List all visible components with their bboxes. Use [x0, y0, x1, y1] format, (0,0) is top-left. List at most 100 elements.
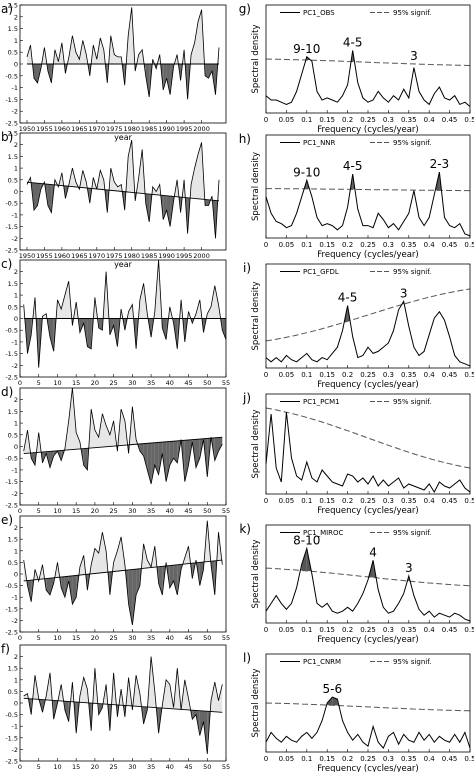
y-tick-label: -0.5 [5, 711, 18, 719]
x-tick-label: 35 [147, 379, 155, 387]
anomaly-fill [143, 443, 148, 470]
x-tick-label: 1975 [106, 125, 123, 133]
x-tick-label: 35 [147, 634, 155, 642]
x-tick-label: 2000 [193, 252, 210, 260]
y-tick-label: -1.5 [5, 734, 18, 742]
x-tick-label: 0.15 [319, 497, 335, 505]
x-tick-label: 1990 [158, 125, 175, 133]
legend-entry: PC1_OBS [303, 9, 335, 17]
x-tick-label: 0.15 [319, 116, 335, 124]
x-tick-label: 0.2 [342, 755, 353, 763]
legend-entry: PC1_NNR [303, 139, 336, 147]
x-tick-label: 35 [147, 763, 155, 771]
y-tick-label: -2.5 [5, 120, 18, 128]
x-tick-label: 0.35 [401, 241, 417, 249]
significance-line [265, 702, 471, 712]
x-tick-label: 1985 [141, 252, 158, 260]
y-tick-label: -2.5 [5, 374, 18, 382]
y-tick-label: 1 [14, 165, 18, 173]
x-tick-label: 0.5 [464, 241, 474, 249]
x-tick-label: 1960 [54, 252, 71, 260]
anomaly-fill [114, 182, 118, 191]
anomaly-fill [72, 575, 77, 605]
anomaly-fill [42, 313, 47, 319]
x-tick-label: 0 [264, 116, 268, 124]
anomaly-fill [47, 64, 52, 83]
x-tick-label: 0.4 [424, 241, 436, 249]
x-tick-label: 0.2 [342, 116, 353, 124]
y-tick-label: -2 [12, 617, 18, 625]
y-tick-label: 1 [14, 547, 18, 555]
anomaly-fill [91, 409, 95, 448]
x-tick-label: 1995 [176, 252, 193, 260]
x-tick-label: 15 [72, 379, 80, 387]
anomaly-fill [57, 299, 62, 319]
x-tick-label: 15 [72, 634, 80, 642]
anomaly-fill [98, 703, 103, 715]
y-tick-label: 0.5 [8, 176, 18, 184]
x-tick-label: 0 [18, 763, 22, 771]
anomaly-fill [145, 193, 150, 222]
x-tick-label: 50 [203, 634, 211, 642]
significance-line [265, 58, 471, 66]
x-tick-label: 0.4 [424, 497, 436, 505]
anomaly-fill [139, 443, 144, 456]
anomaly-fill [198, 9, 202, 64]
anomaly-fill [218, 684, 223, 713]
anomaly-fill [68, 388, 73, 450]
legend-entry: 95% signif. [393, 529, 431, 537]
anomaly-fill [47, 184, 52, 213]
x-tick-label: 0.45 [442, 241, 458, 249]
plot-frame [265, 4, 471, 114]
y-tick-label: 1.5 [8, 280, 18, 288]
legend-entry: PC1_CNRM [303, 658, 341, 666]
x-tick-label: 10 [53, 763, 61, 771]
y-tick-label: 1.5 [8, 536, 18, 544]
anomaly-fill [162, 318, 167, 340]
x-tick-label: 0.35 [401, 371, 417, 379]
y-tick-label: -1.5 [5, 223, 18, 231]
y-tick-label: 2 [14, 524, 18, 532]
x-tick-label: 0.15 [319, 241, 335, 249]
y-tick-label: -2.5 [5, 758, 18, 766]
x-tick-label: 50 [203, 763, 211, 771]
x-tick-label: 1960 [54, 125, 71, 133]
plot-frame [265, 263, 471, 369]
y-tick-label: -0.5 [5, 327, 18, 335]
anomaly-fill [151, 442, 155, 484]
x-tick-label: 0 [264, 626, 268, 634]
anomaly-fill [136, 568, 140, 595]
y-tick-label: 2 [14, 13, 18, 21]
anomaly-fill [138, 49, 143, 64]
x-tick-label: 45 [184, 379, 192, 387]
y-tick-label: -1 [12, 723, 18, 731]
y-tick-label: -0.5 [5, 72, 18, 80]
y-tick-label: -2 [12, 235, 18, 243]
anomaly-fill [82, 170, 87, 188]
x-tick-label: 0.1 [301, 755, 312, 763]
anomaly-fill [128, 569, 133, 625]
peak-label: 4-5 [343, 159, 363, 173]
x-tick-label: 0.1 [301, 241, 312, 249]
peak-label: 9-10 [293, 42, 320, 56]
spectrum-line [265, 300, 471, 367]
anomaly-fill [94, 548, 99, 574]
x-tick-label: 15 [72, 507, 80, 515]
x-tick-label: 0.1 [301, 626, 312, 634]
y-tick-label: -2 [12, 490, 18, 498]
anomaly-fill [218, 437, 223, 452]
anomaly-fill [158, 566, 163, 595]
x-tick-label: 55 [222, 507, 230, 515]
peak-label: 2-3 [430, 157, 450, 171]
x-tick-label: 40 [166, 763, 174, 771]
x-axis-label: Frequency (cycles/year) [317, 250, 418, 260]
anomaly-fill [184, 439, 189, 482]
anomaly-fill [98, 532, 103, 574]
anomaly-fill [72, 35, 76, 64]
x-tick-label: 0.2 [342, 371, 353, 379]
x-tick-label: 0.4 [424, 116, 436, 124]
anomaly-fill [83, 448, 88, 470]
anomaly-fill [139, 283, 144, 319]
x-tick-label: 0.05 [279, 497, 295, 505]
